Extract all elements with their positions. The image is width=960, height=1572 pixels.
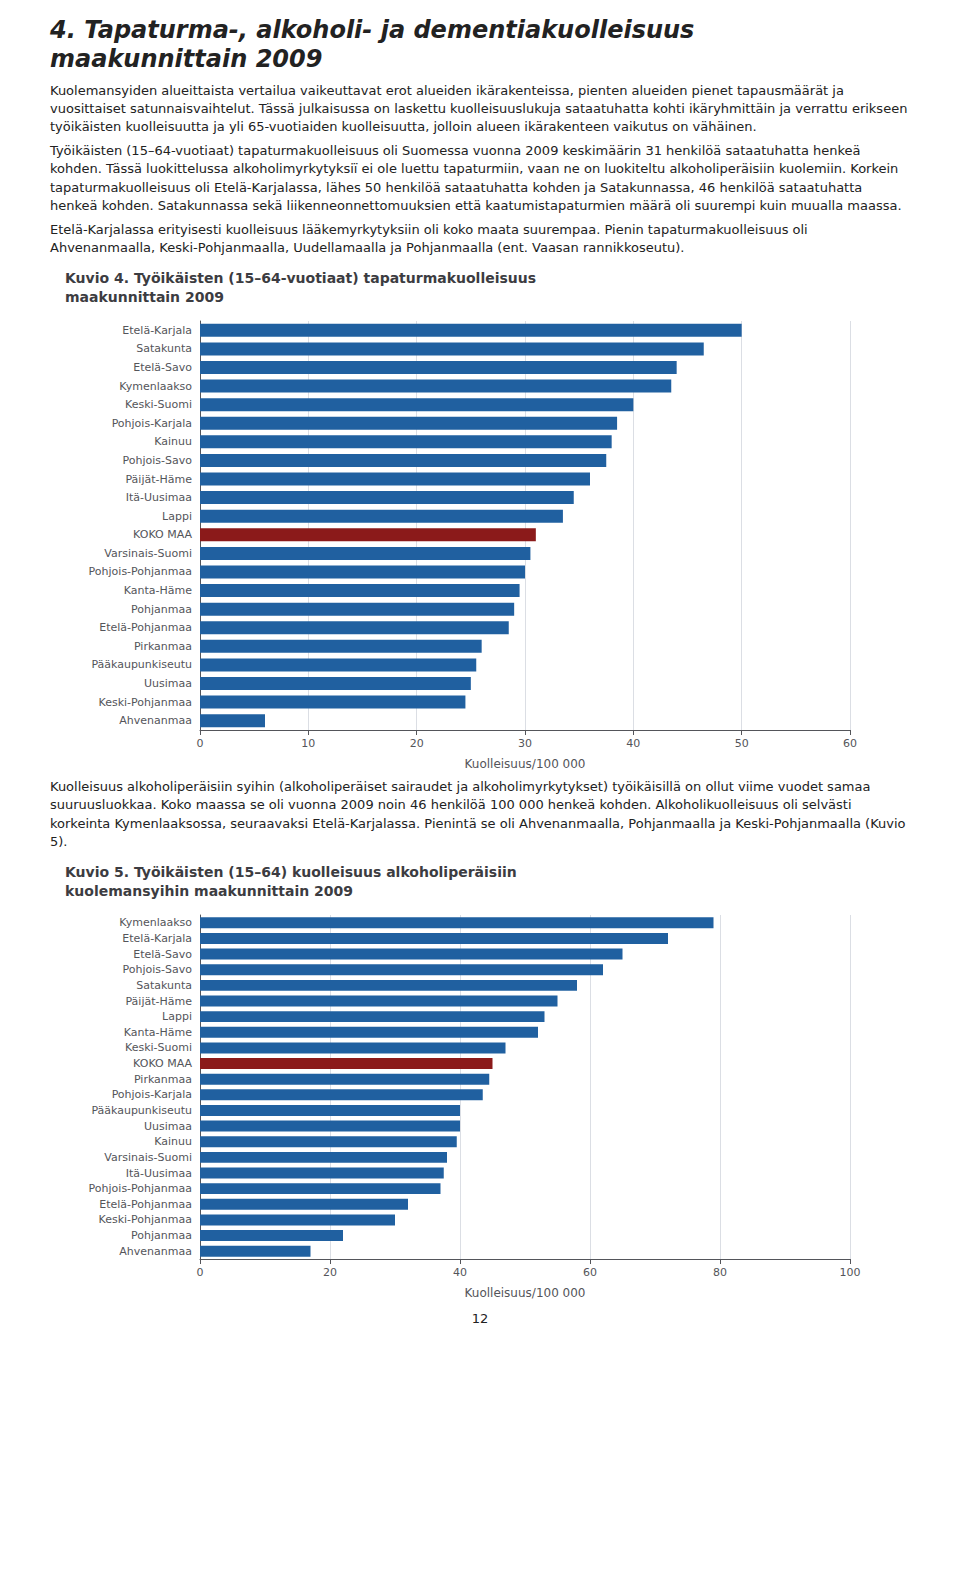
svg-text:Satakunta: Satakunta bbox=[136, 979, 192, 992]
svg-text:40: 40 bbox=[453, 1266, 467, 1279]
svg-text:Kymenlaakso: Kymenlaakso bbox=[119, 380, 192, 393]
svg-text:Kuvio 4. Työikäisten (15–64-vu: Kuvio 4. Työikäisten (15–64-vuotiaat) ta… bbox=[65, 270, 536, 286]
svg-text:Etelä-Pohjanmaa: Etelä-Pohjanmaa bbox=[99, 622, 192, 635]
svg-text:Kainuu: Kainuu bbox=[154, 1135, 192, 1148]
svg-text:Keski-Pohjanmaa: Keski-Pohjanmaa bbox=[99, 696, 192, 709]
svg-text:Keski-Pohjanmaa: Keski-Pohjanmaa bbox=[99, 1213, 192, 1226]
html-text:Etelä-Karjalassa erityisesti k: Etelä-Karjalassa erityisesti kuolleisuus… bbox=[50, 221, 808, 256]
html-text:Työikäisten (15–64-vuotiaat) t: Työikäisten (15–64-vuotiaat) tapaturmaku… bbox=[50, 143, 902, 213]
svg-text:Kainuu: Kainuu bbox=[154, 436, 192, 449]
svg-text:0: 0 bbox=[197, 737, 204, 750]
svg-text:Varsinais-Suomi: Varsinais-Suomi bbox=[104, 1151, 192, 1164]
svg-text:Pääkaupunkiseutu: Pääkaupunkiseutu bbox=[91, 1104, 192, 1117]
svg-text:Lappi: Lappi bbox=[162, 510, 192, 523]
svg-text:Kuolleisuus/100 000: Kuolleisuus/100 000 bbox=[465, 757, 586, 771]
svg-text:Pääkaupunkiseutu: Pääkaupunkiseutu bbox=[91, 659, 192, 672]
svg-text:kuolemansyihin maakunnittain 2: kuolemansyihin maakunnittain 2009 bbox=[65, 883, 353, 899]
svg-text:Lappi: Lappi bbox=[162, 1010, 192, 1023]
svg-text:Etelä-Karjala: Etelä-Karjala bbox=[122, 324, 192, 337]
svg-text:Etelä-Savo: Etelä-Savo bbox=[133, 361, 192, 374]
svg-text:Päijät-Häme: Päijät-Häme bbox=[125, 473, 192, 486]
svg-text:Kanta-Häme: Kanta-Häme bbox=[124, 1026, 192, 1039]
svg-text:Pohjois-Pohjanmaa: Pohjois-Pohjanmaa bbox=[89, 566, 192, 579]
svg-text:Kymenlaakso: Kymenlaakso bbox=[119, 916, 192, 929]
svg-text:Etelä-Karjala: Etelä-Karjala bbox=[122, 932, 192, 945]
svg-text:Pohjanmaa: Pohjanmaa bbox=[131, 603, 192, 616]
html-text:4. Tapaturma-, alkoholi- ja de: 4. Tapaturma-, alkoholi- ja dementiakuol… bbox=[50, 16, 695, 73]
svg-text:50: 50 bbox=[735, 737, 749, 750]
svg-text:Pirkanmaa: Pirkanmaa bbox=[134, 640, 192, 653]
svg-text:Uusimaa: Uusimaa bbox=[144, 677, 192, 690]
svg-text:Pohjois-Savo: Pohjois-Savo bbox=[123, 963, 193, 976]
svg-text:Pohjanmaa: Pohjanmaa bbox=[131, 1229, 192, 1242]
svg-text:Ahvenanmaa: Ahvenanmaa bbox=[119, 714, 192, 727]
html-text:Kuolleisuus alkoholiperäisiin: Kuolleisuus alkoholiperäisiin syihin (al… bbox=[50, 779, 906, 849]
svg-text:40: 40 bbox=[626, 737, 640, 750]
svg-text:Itä-Uusimaa: Itä-Uusimaa bbox=[126, 1167, 192, 1180]
svg-text:Keski-Suomi: Keski-Suomi bbox=[125, 398, 192, 411]
svg-text:Päijät-Häme: Päijät-Häme bbox=[125, 995, 192, 1008]
svg-text:Itä-Uusimaa: Itä-Uusimaa bbox=[126, 491, 192, 504]
svg-text:KOKO MAA: KOKO MAA bbox=[133, 529, 192, 542]
svg-text:Satakunta: Satakunta bbox=[136, 343, 192, 356]
svg-text:Keski-Suomi: Keski-Suomi bbox=[125, 1041, 192, 1054]
svg-text:100: 100 bbox=[840, 1266, 861, 1279]
svg-text:Pohjois-Karjala: Pohjois-Karjala bbox=[112, 417, 192, 430]
svg-text:KOKO MAA: KOKO MAA bbox=[133, 1057, 192, 1070]
svg-text:30: 30 bbox=[518, 737, 532, 750]
svg-text:10: 10 bbox=[301, 737, 315, 750]
svg-text:maakunnittain 2009: maakunnittain 2009 bbox=[65, 289, 224, 305]
svg-text:Etelä-Savo: Etelä-Savo bbox=[133, 948, 192, 961]
svg-text:Kuolleisuus/100 000: Kuolleisuus/100 000 bbox=[465, 1286, 586, 1300]
svg-text:Varsinais-Suomi: Varsinais-Suomi bbox=[104, 547, 192, 560]
svg-text:Kanta-Häme: Kanta-Häme bbox=[124, 584, 192, 597]
svg-text:20: 20 bbox=[323, 1266, 337, 1279]
svg-text:Pohjois-Savo: Pohjois-Savo bbox=[123, 454, 193, 467]
svg-text:20: 20 bbox=[410, 737, 424, 750]
svg-text:Kuvio 5. Työikäisten (15–64) k: Kuvio 5. Työikäisten (15–64) kuolleisuus… bbox=[65, 864, 517, 880]
svg-text:Ahvenanmaa: Ahvenanmaa bbox=[119, 1245, 192, 1258]
svg-text:Pohjois-Pohjanmaa: Pohjois-Pohjanmaa bbox=[89, 1182, 192, 1195]
svg-text:60: 60 bbox=[843, 737, 857, 750]
svg-text:80: 80 bbox=[713, 1266, 727, 1279]
svg-text:Pirkanmaa: Pirkanmaa bbox=[134, 1073, 192, 1086]
html-text:12: 12 bbox=[471, 1311, 489, 1326]
svg-text:Pohjois-Karjala: Pohjois-Karjala bbox=[112, 1088, 192, 1101]
svg-text:Uusimaa: Uusimaa bbox=[144, 1120, 192, 1133]
html-text:Kuolemansyiden alueittaista ve: Kuolemansyiden alueittaista vertailua va… bbox=[50, 82, 908, 134]
svg-text:60: 60 bbox=[583, 1266, 597, 1279]
svg-text:0: 0 bbox=[197, 1266, 204, 1279]
svg-text:Etelä-Pohjanmaa: Etelä-Pohjanmaa bbox=[99, 1198, 192, 1211]
